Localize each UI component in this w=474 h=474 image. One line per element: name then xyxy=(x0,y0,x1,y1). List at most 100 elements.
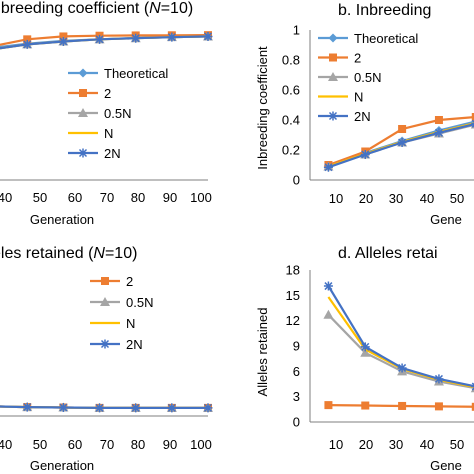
y-tick-label: 18 xyxy=(286,263,300,278)
data-point xyxy=(360,342,370,352)
series-line xyxy=(328,404,474,408)
legend-label: N xyxy=(104,126,113,141)
chart-title: b. Inbreeding xyxy=(338,2,431,19)
data-point xyxy=(434,402,443,411)
data-point xyxy=(323,309,334,319)
data-point xyxy=(397,138,407,147)
x-tick-label: 100 xyxy=(190,190,212,205)
x-tick-label: 50 xyxy=(33,437,47,452)
x-axis-label: Generation xyxy=(30,458,94,473)
data-point xyxy=(203,403,213,413)
y-tick-label: 15 xyxy=(286,288,300,303)
data-point xyxy=(95,34,105,44)
legend-label: 0.5N xyxy=(104,106,131,121)
series-line xyxy=(0,405,208,409)
legend-marker xyxy=(78,108,88,117)
y-tick-label: 0 xyxy=(293,173,300,188)
x-tick-label: 70 xyxy=(100,190,114,205)
data-point xyxy=(397,363,407,373)
x-tick-label: 90 xyxy=(163,437,177,452)
data-point xyxy=(95,403,105,413)
data-point xyxy=(22,39,32,49)
y-axis-label: Alleles retained xyxy=(255,308,270,397)
chart-title-part: =10) xyxy=(161,0,193,17)
x-tick-label: 50 xyxy=(33,190,47,205)
chart-title-part: =10) xyxy=(105,245,137,262)
legend-label: 2N xyxy=(354,109,371,124)
y-tick-label: 3 xyxy=(293,389,300,404)
data-point xyxy=(167,32,177,42)
legend-label: N xyxy=(126,316,135,331)
x-tick-label: 50 xyxy=(450,437,464,452)
data-point xyxy=(360,150,370,159)
series-line xyxy=(328,116,474,167)
y-tick-label: 0.4 xyxy=(282,113,300,128)
data-point xyxy=(434,116,443,124)
y-tick-label: 0 xyxy=(293,415,300,430)
y-tick-label: 12 xyxy=(286,313,300,328)
x-axis-label: Generation xyxy=(30,212,94,227)
x-tick-label: 10 xyxy=(329,191,343,206)
data-point xyxy=(131,33,141,43)
legend-label: 2N xyxy=(126,337,143,352)
data-point xyxy=(471,402,474,411)
y-tick-label: 0.8 xyxy=(282,53,300,68)
legend-marker xyxy=(328,33,338,43)
y-tick-label: 0.6 xyxy=(282,83,300,98)
y-axis-label: Inbreeding coefficient xyxy=(255,46,270,170)
legend-marker xyxy=(100,339,110,349)
x-tick-label: 40 xyxy=(420,191,434,206)
x-tick-label: 80 xyxy=(131,190,145,205)
data-point xyxy=(471,113,474,121)
y-tick-label: 0.2 xyxy=(282,143,300,158)
chart-title-part: nbreeding coefficient ( xyxy=(0,0,150,17)
x-tick-label: 20 xyxy=(359,191,373,206)
x-tick-label: 20 xyxy=(359,437,373,452)
chart-title: nbreeding coefficient (N=10) xyxy=(0,0,193,17)
legend-marker xyxy=(79,89,87,97)
x-tick-label: 50 xyxy=(450,191,464,206)
data-point xyxy=(203,31,213,41)
legend-label: 0.5N xyxy=(126,295,153,310)
x-tick-label: 40 xyxy=(420,437,434,452)
data-point xyxy=(58,37,68,47)
chart-title-part: eles retained ( xyxy=(0,245,94,262)
data-point xyxy=(360,347,371,357)
data-point xyxy=(324,401,333,410)
data-point xyxy=(22,402,32,412)
x-tick-label: 60 xyxy=(68,437,82,452)
x-axis-label: Gene xyxy=(430,458,462,473)
legend-marker xyxy=(100,297,110,306)
y-tick-label: 9 xyxy=(293,339,300,354)
legend-label: Theoretical xyxy=(104,66,168,81)
data-point xyxy=(323,162,333,172)
legend-label: 0.5N xyxy=(354,70,381,85)
series-line xyxy=(327,314,474,389)
legend-label: Theoretical xyxy=(354,31,418,46)
data-point xyxy=(323,281,333,291)
data-point xyxy=(398,401,407,410)
chart-title: eles retained (N=10) xyxy=(0,245,137,262)
data-point xyxy=(167,403,177,413)
data-point xyxy=(398,125,407,133)
x-tick-label: 40 xyxy=(0,190,12,205)
x-tick-label: 90 xyxy=(163,190,177,205)
x-tick-label: 100 xyxy=(190,437,212,452)
legend-marker xyxy=(329,53,337,62)
data-point xyxy=(58,402,68,412)
legend-marker xyxy=(78,148,88,158)
series-line xyxy=(0,35,209,50)
data-point xyxy=(434,374,444,384)
x-tick-label: 10 xyxy=(329,437,343,452)
chart-title: d. Alleles retai xyxy=(338,245,438,262)
series-line xyxy=(327,296,474,389)
x-tick-label: 70 xyxy=(100,437,114,452)
legend-label: 2 xyxy=(126,274,133,289)
series-line xyxy=(0,34,209,46)
y-tick-label: 1 xyxy=(293,23,300,38)
chart-title-part: N xyxy=(93,245,105,262)
legend-label: 2 xyxy=(354,51,361,66)
legend-label: N xyxy=(354,90,363,105)
chart-title-part: N xyxy=(149,0,161,17)
data-point xyxy=(23,35,32,44)
